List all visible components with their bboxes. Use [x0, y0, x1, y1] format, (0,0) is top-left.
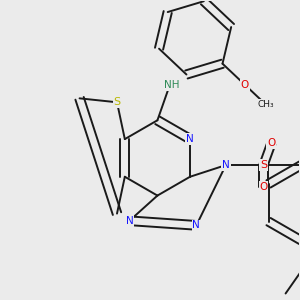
Text: O: O [267, 138, 275, 148]
Text: N: N [186, 134, 194, 144]
Text: S: S [113, 97, 121, 107]
Text: N: N [126, 216, 133, 226]
Text: NH: NH [164, 80, 180, 90]
Text: N: N [193, 220, 200, 230]
Text: N: N [222, 160, 230, 170]
Text: S: S [260, 160, 267, 170]
Text: O: O [260, 182, 268, 192]
Text: O: O [241, 80, 249, 90]
Text: CH₃: CH₃ [257, 100, 274, 109]
